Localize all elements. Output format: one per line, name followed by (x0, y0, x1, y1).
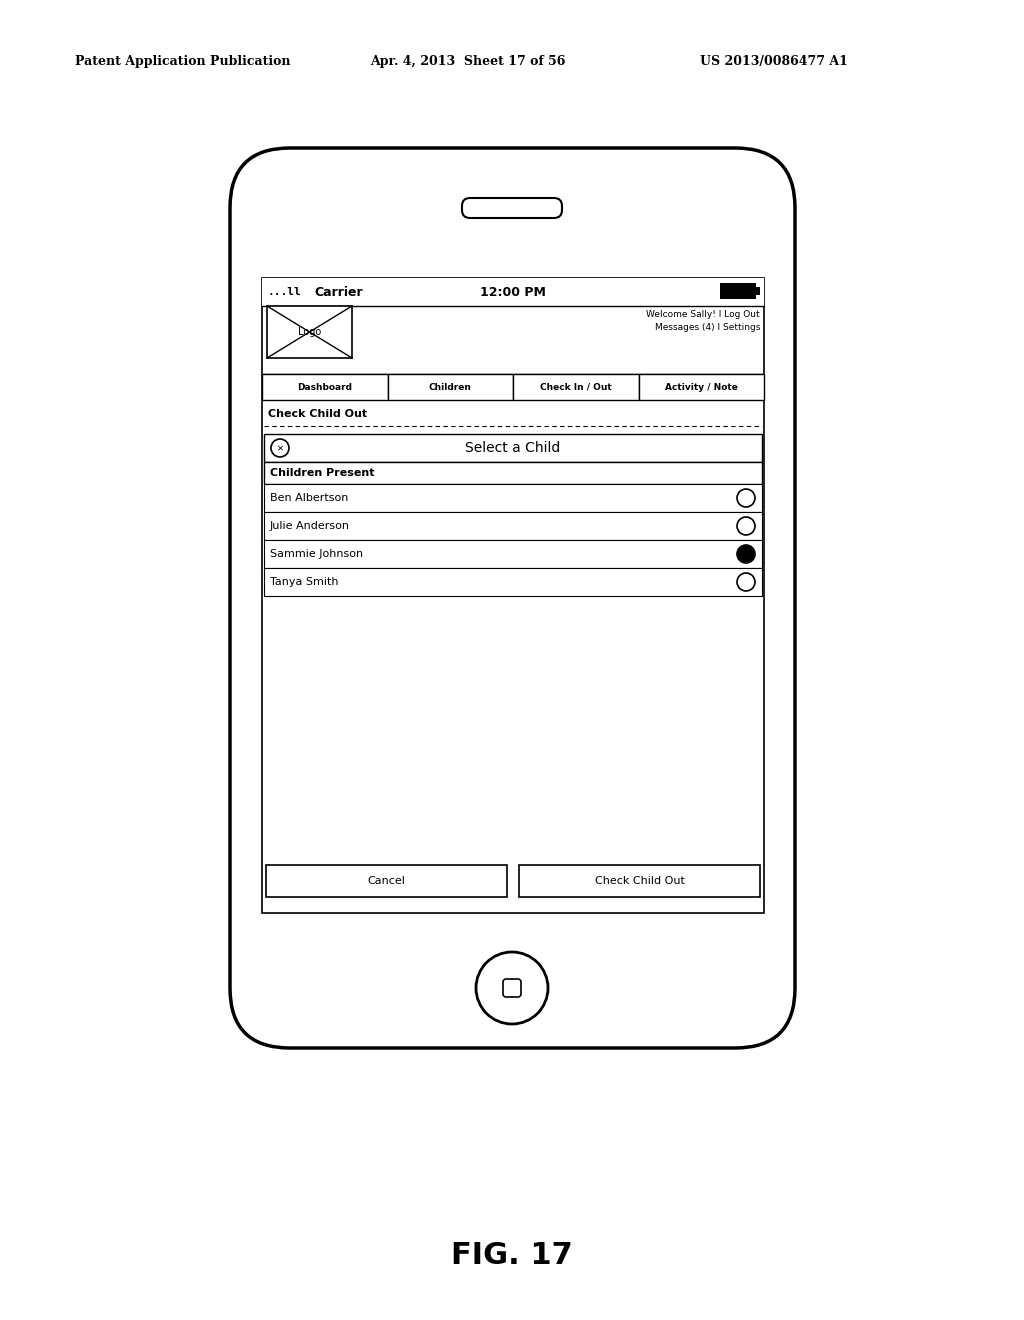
FancyBboxPatch shape (462, 198, 562, 218)
Bar (264, 512, 762, 540)
Text: Children: Children (429, 383, 472, 392)
Text: Cancel: Cancel (368, 876, 406, 886)
Text: Julie Anderson: Julie Anderson (270, 521, 350, 531)
Text: US 2013/0086477 A1: US 2013/0086477 A1 (700, 55, 848, 69)
Text: Children Present: Children Present (270, 469, 375, 478)
Bar (519, 865, 760, 898)
Text: FIG. 17: FIG. 17 (452, 1241, 572, 1270)
Text: Select a Child: Select a Child (465, 441, 560, 455)
FancyBboxPatch shape (503, 979, 521, 997)
Bar (756, 286, 760, 294)
Text: Check In / Out: Check In / Out (540, 383, 611, 392)
FancyBboxPatch shape (230, 148, 795, 1048)
Text: Dashboard: Dashboard (297, 383, 352, 392)
Text: ...ll: ...ll (268, 286, 302, 297)
Text: Activity / Note: Activity / Note (665, 383, 737, 392)
Bar (264, 568, 762, 597)
Bar (264, 462, 762, 484)
Circle shape (476, 952, 548, 1024)
Circle shape (737, 573, 755, 591)
Bar (387, 374, 513, 400)
Text: Logo: Logo (298, 327, 322, 337)
Bar (267, 306, 352, 358)
Bar (264, 434, 762, 462)
Circle shape (737, 488, 755, 507)
Circle shape (737, 545, 755, 564)
Text: Sammie Johnson: Sammie Johnson (270, 549, 364, 558)
Bar (264, 540, 762, 568)
Bar (639, 374, 764, 400)
Text: Check Child Out: Check Child Out (595, 876, 684, 886)
Text: Carrier: Carrier (314, 285, 362, 298)
Circle shape (271, 440, 289, 457)
Bar (720, 282, 756, 300)
Bar (513, 374, 639, 400)
Bar (266, 865, 507, 898)
Text: 12:00 PM: 12:00 PM (480, 285, 546, 298)
Bar (262, 279, 764, 913)
Bar (262, 374, 387, 400)
Circle shape (737, 517, 755, 535)
Text: Check Child Out: Check Child Out (268, 409, 368, 418)
Bar (264, 484, 762, 512)
Text: Welcome Sally! I Log Out
Messages (4) I Settings: Welcome Sally! I Log Out Messages (4) I … (646, 310, 760, 331)
Text: Tanya Smith: Tanya Smith (270, 577, 339, 587)
Text: Patent Application Publication: Patent Application Publication (75, 55, 291, 69)
Text: ✕: ✕ (276, 444, 284, 453)
Text: Ben Albertson: Ben Albertson (270, 492, 348, 503)
Text: Apr. 4, 2013  Sheet 17 of 56: Apr. 4, 2013 Sheet 17 of 56 (370, 55, 565, 69)
Bar (262, 279, 764, 306)
